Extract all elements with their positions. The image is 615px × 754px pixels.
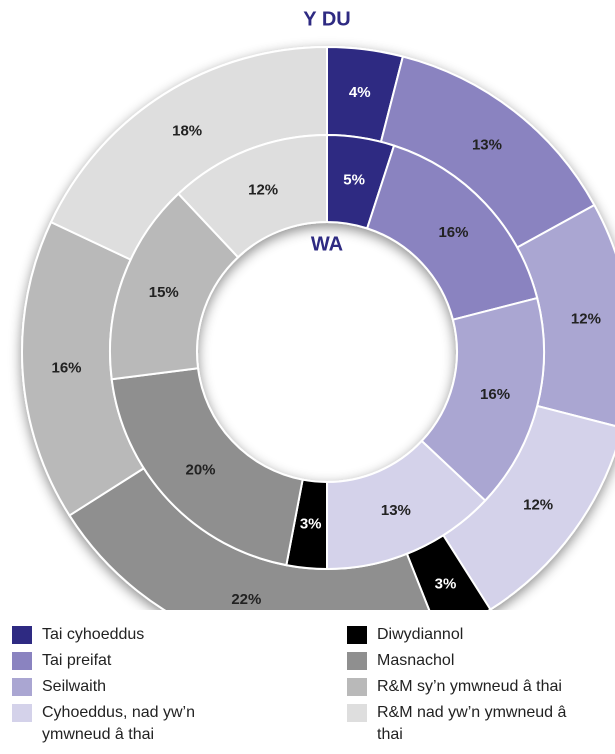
data-label: 12% (248, 182, 278, 199)
legend-swatch (347, 652, 367, 670)
data-label: 4% (349, 84, 371, 101)
data-label: 18% (172, 123, 202, 140)
legend-swatch (12, 678, 32, 696)
data-label: 12% (523, 496, 553, 513)
legend-label: Masnachol (377, 652, 455, 669)
data-label: 16% (51, 359, 81, 376)
inner-ring-name: WA (311, 233, 343, 255)
outer-ring-name: Y DU (303, 8, 350, 30)
legend-label: Cyhoeddus, nad yw’n ymwneud â thai (42, 704, 195, 743)
data-label: 13% (381, 502, 411, 519)
data-label: 5% (343, 172, 365, 189)
rings (21, 45, 615, 610)
segment (110, 367, 304, 567)
legend-swatch (12, 626, 32, 644)
legend-label: Tai preifat (42, 652, 112, 669)
legend-swatch (347, 704, 367, 722)
legend-swatch (12, 652, 32, 670)
data-label: 20% (186, 462, 216, 479)
data-label: 22% (231, 591, 261, 608)
data-label: 16% (480, 386, 510, 403)
data-label: 15% (149, 284, 179, 301)
data-label: 3% (300, 516, 322, 533)
data-label: 16% (438, 224, 468, 241)
legend-swatch (347, 626, 367, 644)
segment (177, 133, 328, 259)
legend-label: R&M nad yw’n ymwneud â thai (377, 704, 567, 743)
legend-label: Diwydiannol (377, 626, 464, 643)
legend-swatch (347, 678, 367, 696)
legend-label: Tai cyhoeddus (42, 626, 145, 643)
chart: 4% 13% 12% 12% 3% 22% 16% 18% 5% 16% 16% 13% 3% 20% 15… (21, 8, 615, 610)
legend-label: Seilwaith (42, 678, 107, 695)
legend-label: R&M sy’n ymwneud â thai (377, 678, 562, 695)
legend-swatch (12, 704, 32, 722)
data-label: 13% (472, 137, 502, 154)
data-label: 3% (435, 576, 457, 593)
labels: 4% 13% 12% 12% 3% 22% 16% 18% 5% 16% 16% 13% 3% 20% 15… (51, 84, 600, 608)
data-label: 12% (571, 310, 601, 327)
